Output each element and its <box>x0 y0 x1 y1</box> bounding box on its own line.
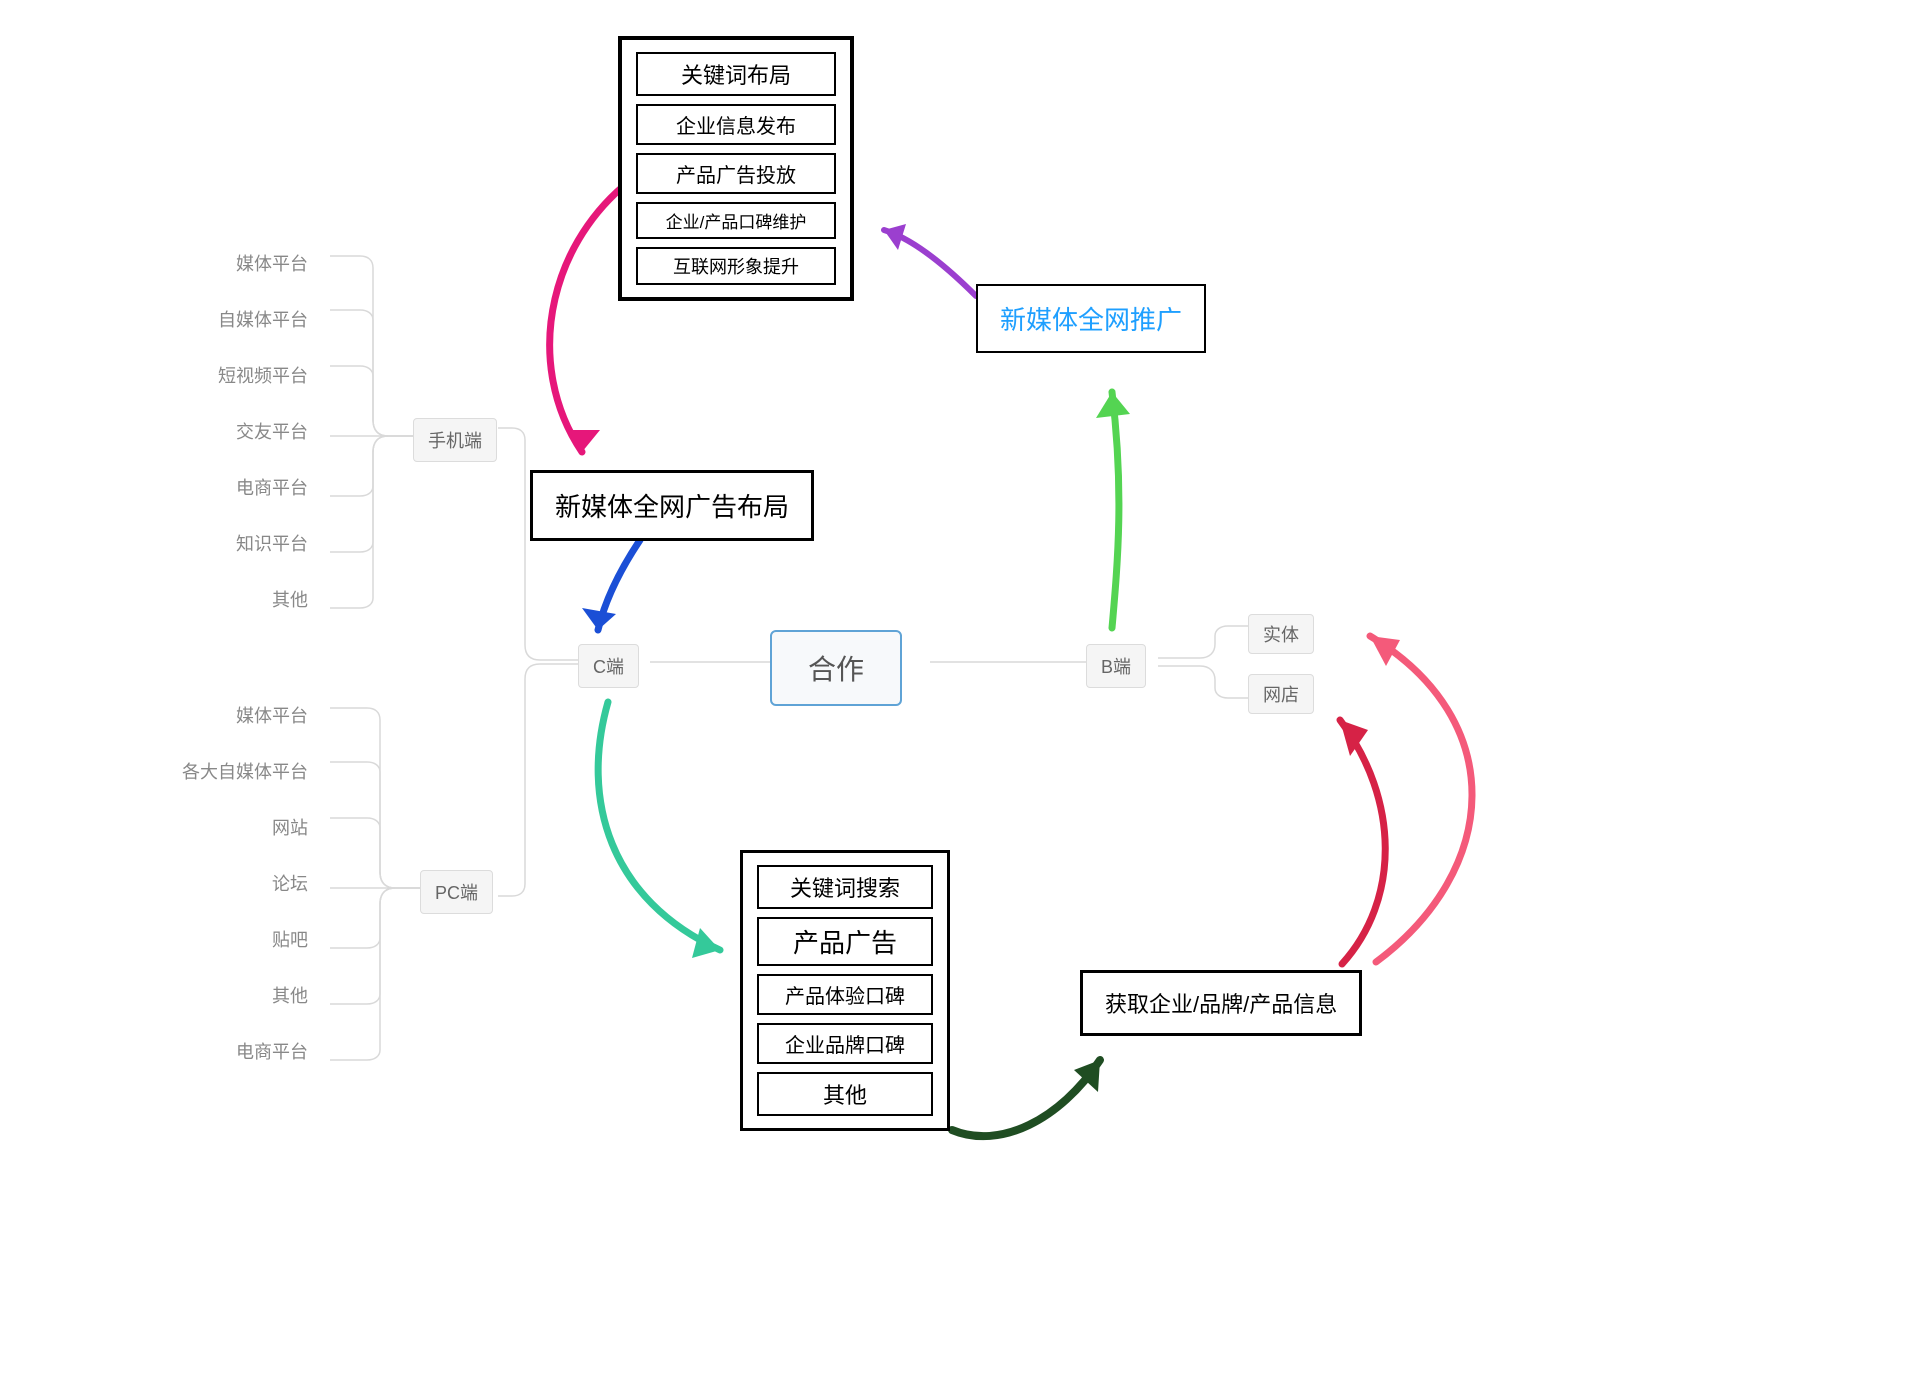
arrowhead-blue_ad_to_c <box>582 608 616 630</box>
box-top-item-4: 互联网形象提升 <box>636 247 836 285</box>
mobile-leaf-3: 交友平台 <box>236 418 308 444</box>
box-top-group: 关键词布局 企业信息发布 产品广告投放 企业/产品口碑维护 互联网形象提升 <box>618 36 854 301</box>
box-bottom-item-0: 关键词搜索 <box>757 865 933 909</box>
node-b-webshop-label: 网店 <box>1263 685 1299 705</box>
mobile-leaf-4: 电商平台 <box>236 474 308 500</box>
arrow-crimson_info_to_webshop <box>1340 720 1385 964</box>
pc-leaf-2: 网站 <box>272 814 308 840</box>
node-pc-label: PC端 <box>435 883 478 903</box>
box-bottom-item-2: 产品体验口碑 <box>757 974 933 1015</box>
pc-leaf-5: 其他 <box>272 982 308 1008</box>
node-b-entity-label: 实体 <box>1263 625 1299 645</box>
node-b-entity: 实体 <box>1248 614 1314 654</box>
box-promo: 新媒体全网推广 <box>976 284 1206 353</box>
node-center: 合作 <box>770 630 902 706</box>
pc-leaf-4: 贴吧 <box>272 926 308 952</box>
arrow-pink_info_to_entity <box>1370 636 1472 962</box>
box-top-item-2: 产品广告投放 <box>636 153 836 194</box>
mobile-leaf-6: 其他 <box>272 586 308 612</box>
mobile-leaf-0: 媒体平台 <box>236 250 308 276</box>
box-bottom-item-4: 其他 <box>757 1072 933 1116</box>
node-c-label: C端 <box>593 657 624 677</box>
mobile-leaf-5: 知识平台 <box>236 530 308 556</box>
arrowhead-purple_promo_to_topgroup <box>884 224 906 250</box>
box-info: 获取企业/品牌/产品信息 <box>1080 970 1362 1036</box>
mindmap-connectors <box>0 0 1920 1388</box>
pc-leaf-3: 论坛 <box>272 870 308 896</box>
arrow-teal_c_to_bottomgroup <box>598 702 720 950</box>
box-bottom-group: 关键词搜索 产品广告 产品体验口碑 企业品牌口碑 其他 <box>740 850 950 1131</box>
box-top-item-1: 企业信息发布 <box>636 104 836 145</box>
node-center-label: 合作 <box>808 654 864 685</box>
pc-leaf-6: 电商平台 <box>236 1038 308 1064</box>
mobile-leaf-1: 自媒体平台 <box>218 306 308 332</box>
colored-arrows <box>0 0 1920 1388</box>
box-ad-layout-label: 新媒体全网广告布局 <box>555 492 789 522</box>
arrowhead-teal_c_to_bottomgroup <box>692 928 720 958</box>
diagram-canvas: 合作 C端 B端 手机端 PC端 实体 网店 媒体平台自媒体平台短视频平台交友平… <box>0 0 1920 1388</box>
node-c: C端 <box>578 644 639 688</box>
box-bottom-item-1: 产品广告 <box>757 917 933 966</box>
arrowhead-darkgreen_bottom_to_info <box>1074 1060 1100 1092</box>
node-mobile-label: 手机端 <box>428 431 482 451</box>
arrowhead-crimson_info_to_webshop <box>1340 720 1368 756</box>
box-bottom-item-3: 企业品牌口碑 <box>757 1023 933 1064</box>
mobile-leaf-2: 短视频平台 <box>218 362 308 388</box>
arrow-purple_promo_to_topgroup <box>884 230 976 296</box>
arrow-green_b_to_promo <box>1112 392 1119 628</box>
arrowhead-pink_info_to_entity <box>1370 636 1400 666</box>
arrowhead-green_b_to_promo <box>1096 392 1130 418</box>
box-promo-label: 新媒体全网推广 <box>1000 305 1182 335</box>
arrowhead-magenta_top_to_ad <box>566 430 600 452</box>
arrow-blue_ad_to_c <box>598 540 640 630</box>
box-top-item-3: 企业/产品口碑维护 <box>636 202 836 239</box>
pc-leaf-1: 各大自媒体平台 <box>182 758 308 784</box>
node-mobile: 手机端 <box>413 418 497 462</box>
node-b-label: B端 <box>1101 657 1131 677</box>
node-pc: PC端 <box>420 870 493 914</box>
box-top-item-0: 关键词布局 <box>636 52 836 96</box>
box-ad-layout: 新媒体全网广告布局 <box>530 470 814 541</box>
node-b-webshop: 网店 <box>1248 674 1314 714</box>
pc-leaf-0: 媒体平台 <box>236 702 308 728</box>
arrow-darkgreen_bottom_to_info <box>952 1060 1100 1136</box>
box-info-label: 获取企业/品牌/产品信息 <box>1105 992 1337 1017</box>
node-b: B端 <box>1086 644 1146 688</box>
